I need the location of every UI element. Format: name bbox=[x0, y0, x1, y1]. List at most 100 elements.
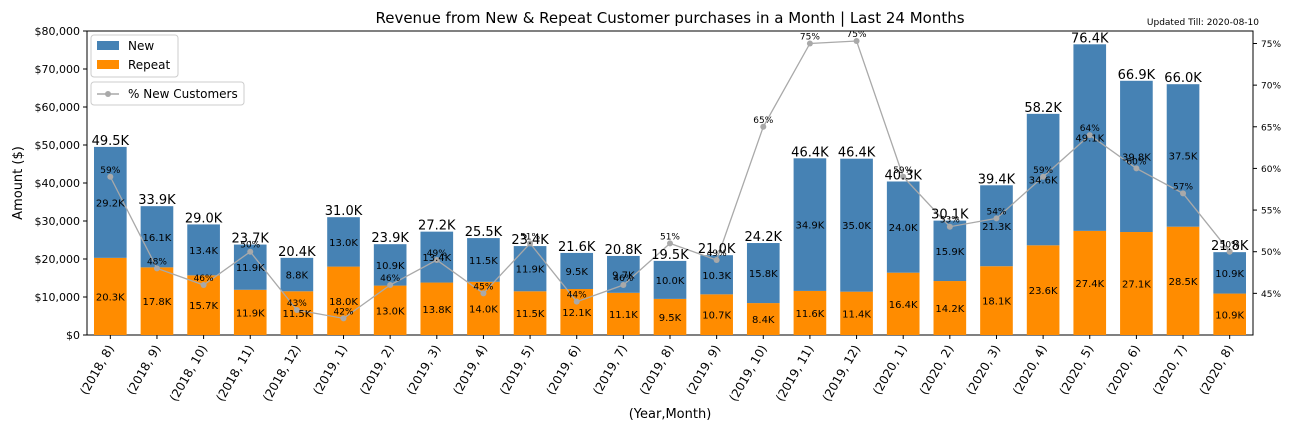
x-tick-label: (2020, 2) bbox=[917, 343, 957, 398]
bar-new bbox=[1120, 80, 1153, 233]
pct-new-label: 48% bbox=[147, 257, 167, 267]
y2-tick-label: 55% bbox=[1261, 207, 1281, 217]
y-tick-label: $50,000 bbox=[35, 139, 81, 152]
pct-new-point bbox=[480, 290, 487, 297]
pct-new-label: 42% bbox=[334, 307, 354, 317]
x-tick-label: (2018, 10) bbox=[167, 343, 211, 404]
bar-repeat bbox=[140, 267, 174, 335]
label-new: 34.9K bbox=[796, 221, 825, 232]
pct-new-point bbox=[993, 215, 1000, 222]
pct-new-label: 53% bbox=[940, 216, 960, 226]
pct-new-point bbox=[853, 37, 860, 44]
label-new: 39.8K bbox=[1122, 152, 1151, 163]
label-repeat: 18.1K bbox=[982, 297, 1011, 308]
y2-tick-label: 60% bbox=[1261, 165, 1281, 175]
updated-till-label: Updated Till: 2020-08-10 bbox=[1147, 18, 1259, 28]
pct-new-label: 57% bbox=[1173, 182, 1193, 192]
y-tick-label: $60,000 bbox=[35, 101, 81, 114]
bar-new bbox=[1213, 252, 1247, 294]
legend-bars: New Repeat bbox=[90, 34, 179, 78]
label-new: 9.5K bbox=[565, 267, 588, 278]
bar-repeat bbox=[746, 303, 780, 335]
x-tick-label: (2019, 3) bbox=[404, 343, 444, 398]
y-axis: $0 $10,000 $20,000 $30,000 $40,000 $50,000 $60… bbox=[35, 25, 87, 342]
pct-new-point bbox=[200, 282, 207, 289]
x-tick-label: (2020, 6) bbox=[1103, 343, 1143, 398]
pct-new-label: 60% bbox=[1126, 157, 1146, 167]
bar-new bbox=[746, 243, 780, 304]
label-total: 66.9K bbox=[1118, 68, 1156, 83]
label-repeat: 10.9K bbox=[1215, 310, 1244, 321]
bar-new bbox=[980, 185, 1013, 267]
bar-new bbox=[1166, 84, 1200, 227]
legend-swatch-marker bbox=[105, 91, 111, 97]
bar-repeat bbox=[1166, 226, 1200, 335]
label-repeat: 14.2K bbox=[935, 304, 964, 315]
pct-new-label: 51% bbox=[520, 232, 540, 242]
x-tick-label: (2020, 3) bbox=[963, 343, 1003, 398]
pct-new-point bbox=[1226, 248, 1233, 255]
pct-new-label: 50% bbox=[240, 241, 260, 251]
label-total: 39.4K bbox=[978, 172, 1016, 187]
bar-new bbox=[513, 246, 547, 292]
label-new: 9.7K bbox=[612, 270, 635, 281]
pct-new-point bbox=[340, 315, 347, 322]
pct-new-label: 54% bbox=[986, 207, 1006, 217]
legend-label-repeat: Repeat bbox=[128, 58, 171, 72]
label-new: 35.0K bbox=[842, 221, 871, 232]
label-new: 24.0K bbox=[889, 223, 918, 234]
y-tick-label: $40,000 bbox=[35, 177, 81, 190]
bar-repeat bbox=[840, 291, 873, 335]
label-repeat: 11.9K bbox=[236, 308, 265, 319]
label-new: 15.8K bbox=[749, 269, 778, 280]
bar-new bbox=[933, 220, 967, 282]
x-axis: (2018, 8) (2018, 9) (2018, 10) (2018, 11) (2… bbox=[77, 335, 1236, 404]
x-tick-label: (2019, 1) bbox=[310, 343, 350, 398]
bar-repeat bbox=[280, 291, 314, 335]
pct-new-label: 46% bbox=[194, 274, 214, 284]
bar-new bbox=[93, 146, 127, 258]
pct-new-point bbox=[527, 240, 534, 247]
x-tick-label: (2019, 8) bbox=[637, 343, 677, 398]
pct-new-point bbox=[573, 298, 580, 305]
label-total: 31.0K bbox=[325, 204, 363, 219]
y-tick-label: $70,000 bbox=[35, 63, 81, 76]
legend-swatch-new bbox=[97, 41, 119, 50]
x-tick-label: (2020, 4) bbox=[1010, 343, 1050, 398]
pct-new-point bbox=[433, 257, 440, 264]
bar-repeat bbox=[513, 291, 547, 335]
label-repeat: 11.1K bbox=[609, 310, 638, 321]
y-tick-label: $0 bbox=[66, 329, 80, 342]
label-total: 76.4K bbox=[1071, 31, 1109, 46]
label-new: 21.3K bbox=[982, 222, 1011, 233]
label-new: 16.1K bbox=[143, 233, 172, 244]
label-repeat: 12.1K bbox=[562, 308, 591, 319]
pct-new-label: 51% bbox=[660, 232, 680, 242]
pct-new-point bbox=[1180, 190, 1187, 197]
label-total: 46.4K bbox=[838, 146, 876, 161]
label-total: 23.4K bbox=[511, 233, 549, 248]
pct-new-label: 43% bbox=[287, 299, 307, 309]
x-tick-label: (2020, 5) bbox=[1057, 343, 1097, 398]
bar-repeat bbox=[93, 257, 127, 335]
label-total: 21.8K bbox=[1211, 239, 1249, 254]
bar-new bbox=[886, 181, 920, 273]
bar-repeat bbox=[980, 266, 1013, 335]
bar-repeat bbox=[700, 294, 733, 335]
bar-new bbox=[560, 252, 594, 290]
pct-new-label: 50% bbox=[1220, 241, 1240, 251]
bar-repeat bbox=[933, 281, 967, 335]
pct-new-point bbox=[946, 223, 953, 230]
y-tick-label: $20,000 bbox=[35, 253, 81, 266]
label-repeat: 27.4K bbox=[1075, 279, 1104, 290]
bar-repeat bbox=[1120, 232, 1153, 335]
pct-new-point bbox=[620, 282, 627, 289]
pct-new-point bbox=[760, 123, 767, 130]
label-new: 37.5K bbox=[1169, 151, 1198, 162]
label-repeat: 11.5K bbox=[282, 309, 311, 320]
label-total: 21.6K bbox=[558, 240, 596, 255]
label-new: 13.4K bbox=[189, 246, 218, 257]
x-tick-label: (2018, 9) bbox=[124, 343, 164, 398]
label-new: 13.4K bbox=[422, 253, 451, 264]
